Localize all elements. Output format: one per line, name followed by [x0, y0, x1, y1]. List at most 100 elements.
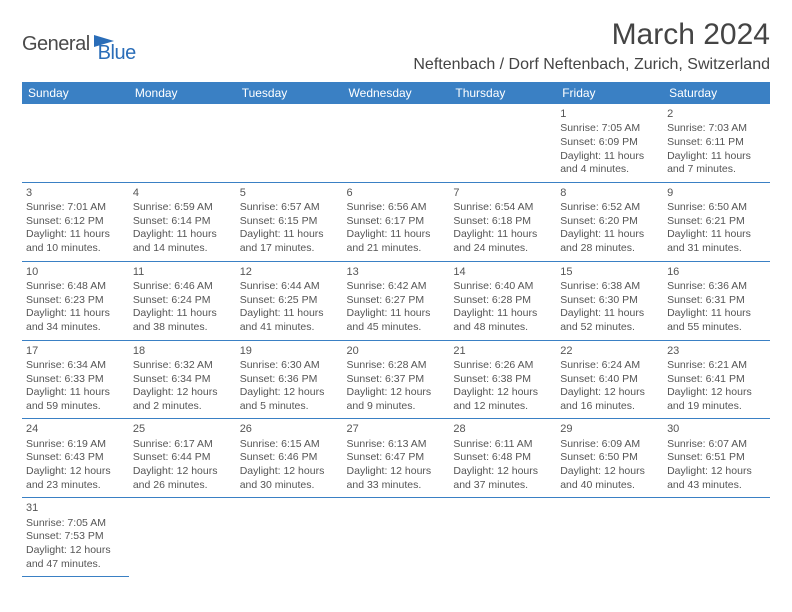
calendar-day-cell: 21Sunrise: 6:26 AMSunset: 6:38 PMDayligh…	[449, 340, 556, 419]
calendar-day-cell: 14Sunrise: 6:40 AMSunset: 6:28 PMDayligh…	[449, 261, 556, 340]
calendar-day-cell: 25Sunrise: 6:17 AMSunset: 6:44 PMDayligh…	[129, 419, 236, 498]
sunset-text: Sunset: 6:14 PM	[133, 215, 232, 229]
column-header: Tuesday	[236, 82, 343, 104]
sunrise-text: Sunrise: 6:17 AM	[133, 438, 232, 452]
day-number: 29	[560, 422, 659, 436]
column-header: Saturday	[663, 82, 770, 104]
sunrise-text: Sunrise: 6:46 AM	[133, 280, 232, 294]
calendar-day-cell: 8Sunrise: 6:52 AMSunset: 6:20 PMDaylight…	[556, 182, 663, 261]
day-number: 18	[133, 344, 232, 358]
calendar-day-cell: 4Sunrise: 6:59 AMSunset: 6:14 PMDaylight…	[129, 182, 236, 261]
sunset-text: Sunset: 6:27 PM	[347, 294, 446, 308]
sunset-text: Sunset: 6:46 PM	[240, 451, 339, 465]
daylight-text: Daylight: 12 hours and 16 minutes.	[560, 386, 659, 413]
day-number: 6	[347, 186, 446, 200]
day-number: 21	[453, 344, 552, 358]
sunrise-text: Sunrise: 6:38 AM	[560, 280, 659, 294]
calendar-day-cell: 9Sunrise: 6:50 AMSunset: 6:21 PMDaylight…	[663, 182, 770, 261]
calendar-day-cell: 22Sunrise: 6:24 AMSunset: 6:40 PMDayligh…	[556, 340, 663, 419]
calendar-day-cell: 5Sunrise: 6:57 AMSunset: 6:15 PMDaylight…	[236, 182, 343, 261]
sunset-text: Sunset: 6:44 PM	[133, 451, 232, 465]
sunset-text: Sunset: 6:20 PM	[560, 215, 659, 229]
day-number: 14	[453, 265, 552, 279]
day-number: 26	[240, 422, 339, 436]
daylight-text: Daylight: 11 hours and 17 minutes.	[240, 228, 339, 255]
calendar-week-row: 24 Sunrise: 6:19 AMSunset: 6:43 PM Dayligh…	[22, 419, 770, 498]
sunset-text: Sunset: 6:40 PM	[560, 373, 659, 387]
calendar-empty-cell	[236, 104, 343, 182]
sunset-text: Sunset: 6:24 PM	[133, 294, 232, 308]
daylight-text: Daylight: 12 hours and 12 minutes.	[453, 386, 552, 413]
calendar-empty-cell	[343, 498, 450, 577]
daylight-text: Daylight: 11 hours and 52 minutes.	[560, 307, 659, 334]
sunrise-text: Sunrise: 6:24 AM	[560, 359, 659, 373]
sunset-text: Sunset: 6:09 PM	[560, 136, 659, 150]
calendar-empty-cell	[236, 498, 343, 577]
sunrise-text: Sunrise: 6:13 AM	[347, 438, 446, 452]
calendar-day-cell: 12Sunrise: 6:44 AMSunset: 6:25 PMDayligh…	[236, 261, 343, 340]
daylight-text: Daylight: 12 hours and 9 minutes.	[347, 386, 446, 413]
sunset-text: Sunset: 6:23 PM	[26, 294, 125, 308]
column-header: Friday	[556, 82, 663, 104]
calendar-day-cell: 11Sunrise: 6:46 AMSunset: 6:24 PMDayligh…	[129, 261, 236, 340]
calendar-week-row: 3Sunrise: 7:01 AMSunset: 6:12 PMDaylight…	[22, 182, 770, 261]
daylight-text: Daylight: 12 hours and 5 minutes.	[240, 386, 339, 413]
daylight-text: Daylight: 11 hours and 38 minutes.	[133, 307, 232, 334]
calendar-empty-cell	[343, 104, 450, 182]
calendar-day-cell: 18Sunrise: 6:32 AMSunset: 6:34 PMDayligh…	[129, 340, 236, 419]
daylight-text: Daylight: 12 hours and 43 minutes.	[667, 465, 766, 492]
location-subtitle: Neftenbach / Dorf Neftenbach, Zurich, Sw…	[413, 56, 770, 74]
sunrise-text: Sunrise: 7:03 AM	[667, 122, 766, 136]
calendar-day-cell: 19Sunrise: 6:30 AMSunset: 6:36 PMDayligh…	[236, 340, 343, 419]
day-number: 16	[667, 265, 766, 279]
calendar-day-cell: 7Sunrise: 6:54 AMSunset: 6:18 PMDaylight…	[449, 182, 556, 261]
sunset-text: Sunset: 6:47 PM	[347, 451, 446, 465]
sunrise-text: Sunrise: 6:34 AM	[26, 359, 125, 373]
sunrise-text: Sunrise: 6:40 AM	[453, 280, 552, 294]
day-number: 5	[240, 186, 339, 200]
sunrise-text: Sunrise: 6:19 AM	[26, 438, 125, 452]
daylight-text: Daylight: 11 hours and 10 minutes.	[26, 228, 125, 255]
calendar-day-cell: 17Sunrise: 6:34 AMSunset: 6:33 PMDayligh…	[22, 340, 129, 419]
sunset-text: Sunset: 6:50 PM	[560, 451, 659, 465]
sunset-text: Sunset: 6:17 PM	[347, 215, 446, 229]
daylight-text: Daylight: 11 hours and 45 minutes.	[347, 307, 446, 334]
calendar-body: 1Sunrise: 7:05 AMSunset: 6:09 PMDaylight…	[22, 104, 770, 577]
logo-text-blue: Blue	[98, 42, 136, 65]
daylight-text: Daylight: 11 hours and 28 minutes.	[560, 228, 659, 255]
sunrise-text: Sunrise: 6:57 AM	[240, 201, 339, 215]
calendar-day-cell: 16Sunrise: 6:36 AMSunset: 6:31 PMDayligh…	[663, 261, 770, 340]
sunset-text: Sunset: 6:43 PM	[26, 451, 125, 465]
calendar-day-cell: 13Sunrise: 6:42 AMSunset: 6:27 PMDayligh…	[343, 261, 450, 340]
sunset-text: Sunset: 6:31 PM	[667, 294, 766, 308]
day-number: 25	[133, 422, 232, 436]
sunset-text: Sunset: 6:51 PM	[667, 451, 766, 465]
column-header: Sunday	[22, 82, 129, 104]
daylight-text: Daylight: 12 hours and 40 minutes.	[560, 465, 659, 492]
sunset-text: Sunset: 7:53 PM	[26, 530, 125, 544]
column-header: Wednesday	[343, 82, 450, 104]
calendar-day-cell: 31Sunrise: 7:05 AMSunset: 7:53 PMDayligh…	[22, 498, 129, 577]
sunrise-text: Sunrise: 6:54 AM	[453, 201, 552, 215]
day-number: 12	[240, 265, 339, 279]
day-number: 24	[26, 422, 125, 436]
day-number: 30	[667, 422, 766, 436]
sunrise-text: Sunrise: 6:21 AM	[667, 359, 766, 373]
calendar-empty-cell	[129, 498, 236, 577]
sunrise-text: Sunrise: 6:42 AM	[347, 280, 446, 294]
daylight-text: Daylight: 12 hours and 19 minutes.	[667, 386, 766, 413]
calendar-empty-cell	[663, 498, 770, 577]
daylight-text: Daylight: 12 hours and 47 minutes.	[26, 544, 125, 571]
calendar-day-cell: 2Sunrise: 7:03 AMSunset: 6:11 PMDaylight…	[663, 104, 770, 182]
daylight-text: Daylight: 11 hours and 4 minutes.	[560, 150, 659, 177]
calendar-day-cell: 6Sunrise: 6:56 AMSunset: 6:17 PMDaylight…	[343, 182, 450, 261]
daylight-text: Daylight: 11 hours and 24 minutes.	[453, 228, 552, 255]
daylight-text: Daylight: 12 hours and 33 minutes.	[347, 465, 446, 492]
calendar-header-row: SundayMondayTuesdayWednesdayThursdayFrid…	[22, 82, 770, 104]
daylight-text: Daylight: 12 hours and 37 minutes.	[453, 465, 552, 492]
calendar-empty-cell	[129, 104, 236, 182]
sunrise-text: Sunrise: 6:50 AM	[667, 201, 766, 215]
calendar-empty-cell	[556, 498, 663, 577]
sunset-text: Sunset: 6:18 PM	[453, 215, 552, 229]
sunrise-text: Sunrise: 6:09 AM	[560, 438, 659, 452]
